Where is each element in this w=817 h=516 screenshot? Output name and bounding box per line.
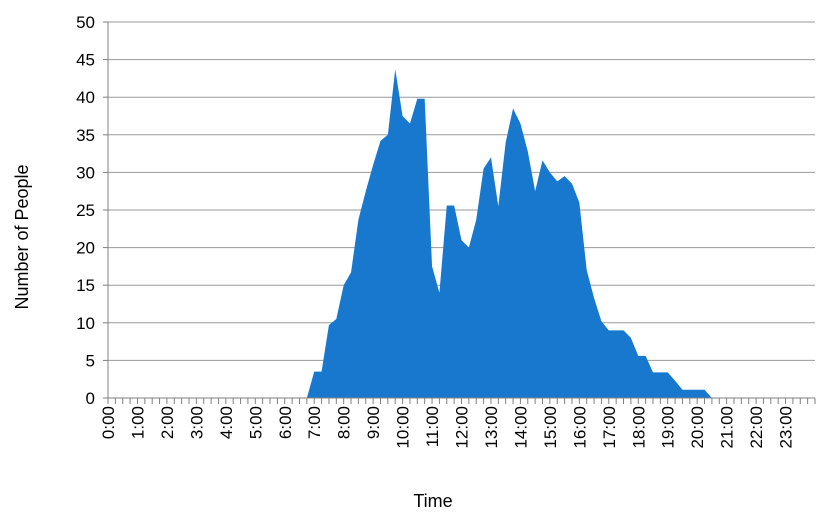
x-tick-label: 0:00 [99, 406, 118, 439]
y-tick-labels: 0 5 10 15 20 25 30 35 40 45 50 [76, 13, 95, 408]
x-tick-label: 22:00 [747, 406, 766, 449]
x-tick-label: 3:00 [187, 406, 206, 439]
x-tick-label: 5:00 [246, 406, 265, 439]
y-tick-label: 30 [76, 163, 95, 182]
x-tick-label: 20:00 [688, 406, 707, 449]
x-tick-label: 4:00 [217, 406, 236, 439]
x-axis-title: Time [413, 491, 452, 511]
x-tick-label: 6:00 [276, 406, 295, 439]
x-tick-label: 9:00 [364, 406, 383, 439]
x-tick-label: 12:00 [453, 406, 472, 449]
x-tick-label: 16:00 [570, 406, 589, 449]
x-tick-label: 8:00 [335, 406, 354, 439]
gridlines [108, 21, 815, 361]
x-tick-label: 19:00 [659, 406, 678, 449]
axes [103, 21, 816, 404]
x-tick-label: 10:00 [394, 406, 413, 449]
y-axis-title: Number of People [12, 164, 32, 309]
x-tick-label: 7:00 [305, 406, 324, 439]
x-tick-label: 11:00 [423, 406, 442, 447]
x-tick-label: 18:00 [629, 406, 648, 449]
x-tick-label: 2:00 [158, 406, 177, 439]
x-tick-label: 17:00 [600, 406, 619, 449]
y-tick-label: 5 [86, 351, 95, 370]
y-tick-label: 0 [86, 389, 95, 408]
y-tick-label: 10 [76, 314, 95, 333]
area-series [306, 69, 712, 398]
y-tick-label: 45 [76, 51, 95, 70]
y-tick-label: 35 [76, 126, 95, 145]
x-tick-label: 23:00 [777, 406, 796, 449]
y-tick-label: 50 [76, 13, 95, 32]
x-tick-label: 13:00 [482, 406, 501, 449]
x-tick-label: 21:00 [718, 406, 737, 449]
x-tick-label: 15:00 [541, 406, 560, 449]
y-tick-label: 40 [76, 88, 95, 107]
y-tick-label: 15 [76, 276, 95, 295]
x-tick-labels: 0:00 1:00 2:00 3:00 4:00 5:00 6:00 7:00 8:00 9:00… [99, 406, 796, 449]
y-tick-label: 25 [76, 201, 95, 220]
x-tick-label: 14:00 [511, 406, 530, 449]
y-tick-label: 20 [76, 239, 95, 258]
x-tick-label: 1:00 [128, 406, 147, 439]
